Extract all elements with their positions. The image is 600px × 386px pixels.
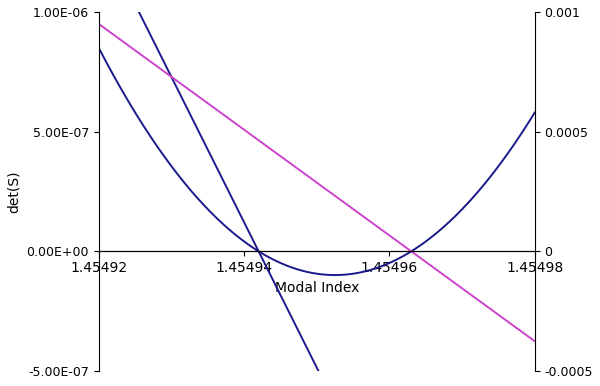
Y-axis label: det(S): det(S) [7,170,21,213]
X-axis label: Modal Index: Modal Index [275,281,359,295]
